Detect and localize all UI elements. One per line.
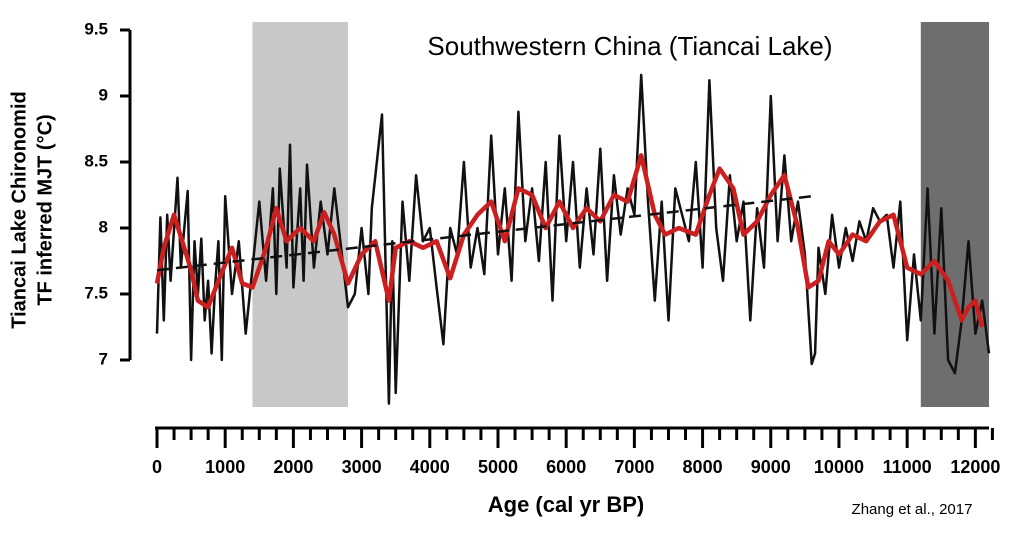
x-tick-label: 0 (152, 457, 162, 477)
x-tick-label: 7000 (614, 457, 654, 477)
x-tick-label: 3000 (342, 457, 382, 477)
y-tick-label: 7.5 (84, 283, 108, 302)
y-axis-label: Tiancai Lake Chironomid (8, 91, 30, 328)
x-axis-label: Age (cal yr BP) (488, 492, 645, 517)
y-tick-label: 9.5 (84, 19, 108, 38)
x-tick-label: 12000 (950, 457, 1000, 477)
series-line (154, 153, 985, 328)
x-tick-label: 4000 (410, 457, 450, 477)
y-tick-label: 7 (99, 349, 108, 368)
x-tick-label: 8000 (683, 457, 723, 477)
series-line (156, 195, 812, 272)
bands (252, 22, 989, 407)
series-line (155, 73, 991, 405)
x-tick-label: 10000 (814, 457, 864, 477)
x-tick-label: 1000 (205, 457, 245, 477)
y-tick-label: 8.5 (84, 151, 108, 170)
y-axis-label: TF inferred MJT (°C) (34, 114, 56, 305)
x-tick-label: 11000 (883, 457, 932, 477)
x-tick-label: 5000 (478, 457, 518, 477)
shaded-region (920, 22, 989, 407)
x-tick-label: 6000 (546, 457, 586, 477)
chart-title: Southwestern China (Tiancai Lake) (427, 31, 832, 61)
x-tick-label: 9000 (751, 457, 791, 477)
annotation: Zhang et al., 2017 (852, 501, 973, 518)
lines (154, 73, 991, 405)
y-tick-label: 8 (99, 217, 108, 236)
x-tick-label: 2000 (273, 457, 313, 477)
y-tick-label: 9 (99, 85, 108, 104)
